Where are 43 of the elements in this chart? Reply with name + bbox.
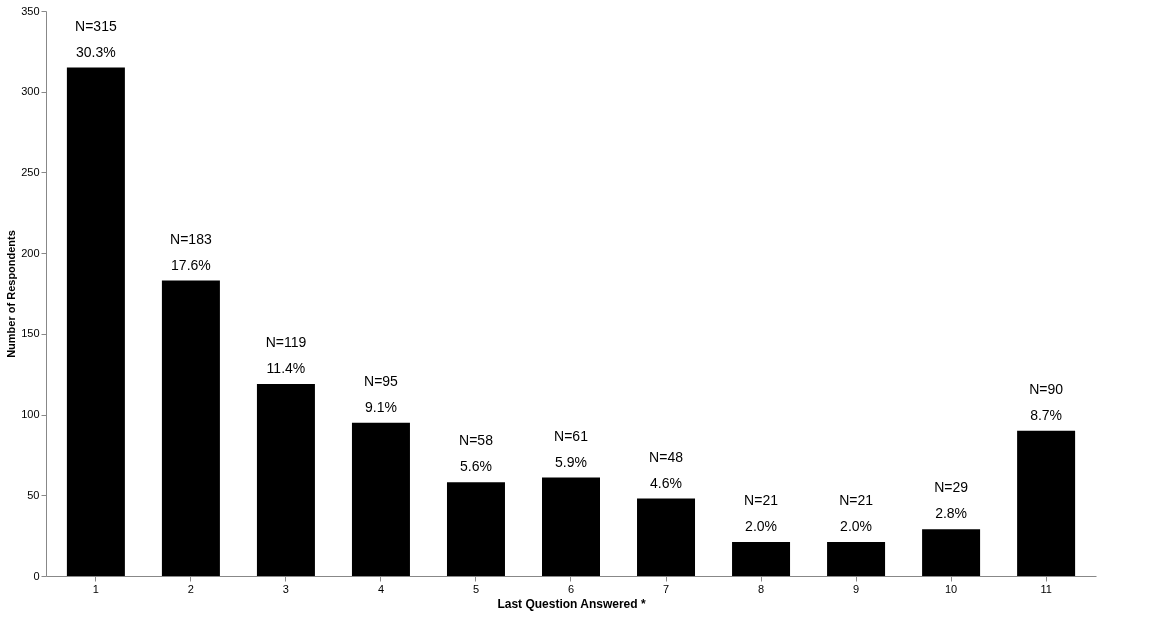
bar [446,482,505,576]
bar [922,529,981,576]
bar [732,542,791,576]
bar [827,542,886,576]
text: N=90 8.7% [1029,380,1064,423]
y-tick-label: 150 [21,327,40,340]
text: N=95 9.1% [364,372,398,415]
x-tick-label: 3 [282,582,289,595]
text: N=183 17.6% [170,230,212,273]
bar [256,383,315,576]
y-tick-label: 200 [21,246,40,259]
x-tick-label: 8 [757,582,765,595]
x-tick-label: 1 [92,582,99,595]
text: N=315 30.3% [75,17,117,60]
bar [161,280,220,576]
bar [542,477,600,576]
x-tick-label: 4 [377,582,385,595]
bar [1017,430,1076,576]
y-tick-label: 250 [21,165,40,178]
y-tick-label: 50 [27,488,40,501]
x-tick-label: 9 [853,582,860,595]
y-tick-label: 350 [21,4,40,17]
text: N=21 2.0% [839,492,873,535]
text: N=119 11.4% [265,333,307,376]
bar [351,422,410,576]
bar [637,498,696,576]
y-axis-title: Number of Respondents [5,230,18,358]
text: N=29 2.8% [934,479,969,522]
text: N=58 5.6% [459,432,493,475]
bar [66,67,125,576]
text: N=21 2.0% [744,492,778,535]
x-tick-label: 2 [187,582,194,595]
text: N=48 4.6% [649,448,683,491]
x-tick-label: 5 [472,582,480,595]
x-tick-label: 6 [567,582,575,595]
x-axis-title: Last Question Answered * [497,596,646,611]
x-tick-label: 10 [944,582,958,595]
y-tick-label: 300 [21,85,40,98]
text: N=61 5.9% [554,427,588,470]
y-tick-label: 100 [21,408,40,421]
x-tick-label: 7 [662,582,670,595]
y-tick-label: 0 [33,569,40,582]
x-tick-label: 11 [1040,582,1052,595]
